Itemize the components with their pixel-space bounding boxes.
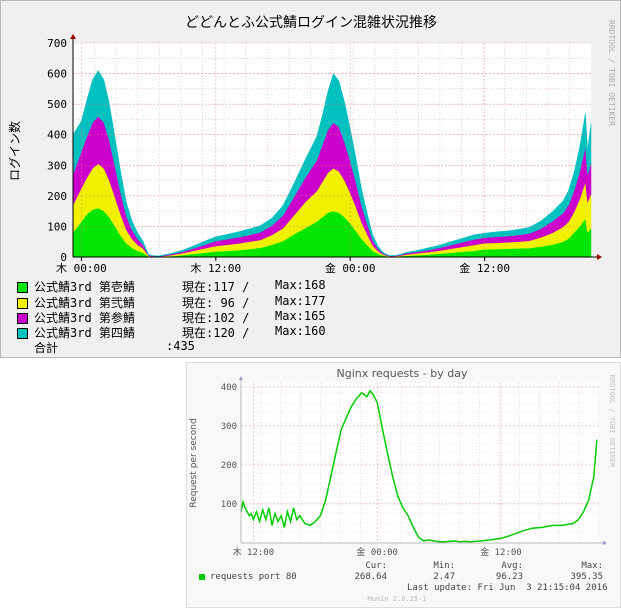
- y-tick-label: 0: [60, 251, 67, 264]
- avg-label: Avg:: [501, 561, 523, 571]
- y-tick-label: 100: [47, 220, 67, 233]
- legend-row-requests: requests port 80: [199, 572, 297, 582]
- legend-swatch-cyan: [17, 328, 28, 339]
- rrdtool-credit: RRDTOOL / TOBI OETIKER: [607, 20, 616, 126]
- last-update: Last update: Fri Jun 3 21:15:04 2016: [407, 583, 608, 593]
- legend-max: Max:165: [275, 309, 326, 323]
- legend-total-value: :435: [166, 339, 195, 353]
- y-tick-label: 300: [221, 422, 237, 432]
- x-tick-label: 金 12:00: [459, 261, 510, 275]
- login-chart: 0 100 200 300 400 500 600 700 木 00:00 木 12:00 金 00…: [7, 15, 616, 275]
- legend-swatch-green: [199, 573, 205, 580]
- y-tick-label: 500: [47, 98, 67, 111]
- x-tick-label: 木 12:00: [233, 546, 275, 558]
- login-chart-panel: 0 100 200 300 400 500 600 700 木 00:00 木 12:00 金 00…: [0, 0, 621, 358]
- munin-footer: Munin 2.0.25-1: [367, 595, 427, 603]
- y-tick-label: 700: [47, 37, 67, 50]
- chart-title: どどんとふ公式鯖ログイン混雑状況推移: [185, 15, 437, 31]
- nginx-chart: 100 200 300 400 木 12:00 金 00:00 金 12:00 Nginx r…: [189, 367, 616, 558]
- y-tick-label: 200: [47, 190, 67, 203]
- avg-value: 96.23: [495, 572, 523, 582]
- legend-name: 公式鯖3rd 第弐鯖: [34, 296, 135, 310]
- y-tick-label: 300: [47, 159, 67, 172]
- legend-total-label: 合計: [34, 341, 59, 355]
- x-tick-label: 金 00:00: [325, 261, 376, 275]
- min-value: 2.47: [433, 572, 455, 582]
- legend-row-4: 公式鯖3rd 第四鯖 現在:120 / Max:160: [17, 324, 326, 341]
- y-tick-label: 600: [47, 68, 67, 81]
- series-area-4: [72, 70, 592, 257]
- legend-row-2: 公式鯖3rd 第弐鯖 現在: 96 / Max:177: [17, 294, 326, 311]
- legend-current: 現在: 96 /: [182, 296, 250, 310]
- legend-max: Max:160: [275, 324, 326, 338]
- legend-swatch-yellow: [17, 298, 28, 309]
- y-axis-label: ログイン数: [7, 121, 22, 181]
- nginx-chart-panel: 100 200 300 400 木 12:00 金 00:00 金 12:00 Nginx r…: [186, 362, 621, 608]
- x-axis-arrow: [603, 541, 607, 545]
- x-tick-label: 金 12:00: [480, 546, 522, 558]
- legend-max: Max:168: [275, 278, 326, 292]
- legend-row-3: 公式鯖3rd 第参鯖 現在:102 / Max:165: [17, 309, 326, 326]
- rrdtool-credit: RRDTOOL / TOBI OETIKER: [608, 375, 616, 469]
- legend-name: 公式鯖3rd 第壱鯖: [34, 280, 135, 294]
- legend-name: 公式鯖3rd 第四鯖: [34, 326, 135, 340]
- legend-current: 現在:117 /: [182, 280, 250, 294]
- y-axis-arrow: [239, 376, 243, 380]
- max-label: Max:: [581, 561, 603, 571]
- legend-current: 現在:120 /: [182, 326, 250, 340]
- y-axis-label: Request per second: [189, 418, 199, 507]
- y-tick-label: 200: [221, 461, 237, 471]
- legend-swatch-green: [17, 282, 28, 293]
- y-axis-arrow: [70, 34, 76, 39]
- chart-title: Nginx requests - by day: [337, 367, 468, 380]
- y-tick-label: 100: [221, 500, 237, 510]
- legend-current: 現在:102 /: [182, 311, 250, 325]
- legend-name: requests port 80: [210, 572, 297, 582]
- x-tick-label: 金 00:00: [356, 546, 398, 558]
- y-tick-label: 400: [47, 129, 67, 142]
- cur-label: Cur:: [365, 561, 387, 571]
- x-tick-label: 木 12:00: [190, 262, 241, 275]
- cur-value: 268.64: [354, 572, 387, 582]
- max-value: 395.35: [570, 572, 603, 582]
- series-line-requests: [240, 389, 598, 543]
- y-tick-label: 400: [221, 383, 237, 393]
- legend-total-row: 合計 :435: [34, 339, 195, 356]
- legend-max: Max:177: [275, 294, 326, 308]
- min-label: Min:: [433, 561, 455, 571]
- x-axis-arrow: [597, 254, 602, 260]
- legend-swatch-magenta: [17, 313, 28, 324]
- x-tick-label: 木 00:00: [56, 262, 107, 275]
- legend-row-1: 公式鯖3rd 第壱鯖 現在:117 / Max:168: [17, 278, 326, 295]
- legend-name: 公式鯖3rd 第参鯖: [34, 311, 135, 325]
